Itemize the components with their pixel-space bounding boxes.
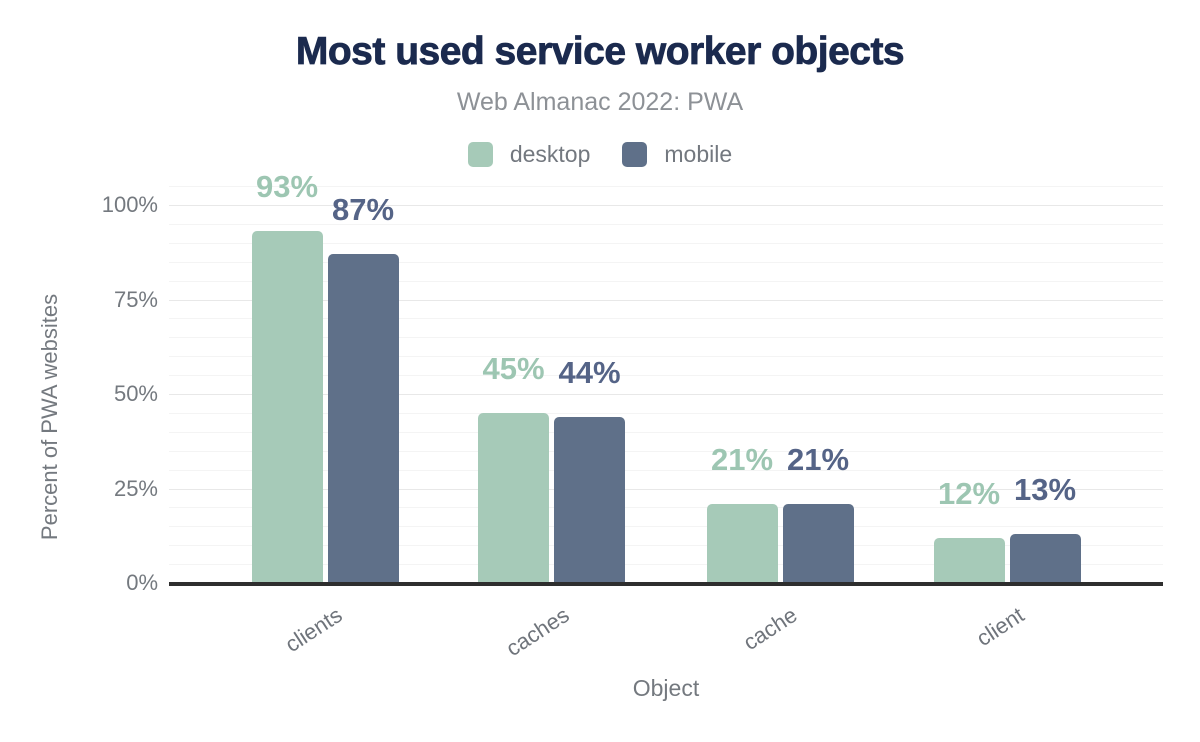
mobile-swatch-icon <box>622 141 648 167</box>
legend-label-desktop: desktop <box>509 140 591 167</box>
minor-gridline <box>169 318 1163 319</box>
value-label-mobile-client: 13% <box>1013 472 1077 507</box>
minor-gridline <box>169 526 1163 527</box>
y-tick-label: 0% <box>126 570 158 595</box>
x-axis-title: Object <box>632 675 700 701</box>
bar-mobile-client <box>1009 533 1081 583</box>
y-tick-label: 50% <box>113 381 158 406</box>
value-label-desktop-cache: 21% <box>710 442 774 477</box>
minor-gridline <box>169 413 1163 414</box>
x-axis-line <box>169 582 1163 586</box>
minor-gridline <box>169 281 1163 282</box>
major-gridline <box>169 300 1163 301</box>
bar-desktop-clients <box>251 231 323 583</box>
bar-mobile-cache <box>782 503 854 583</box>
minor-gridline <box>169 243 1163 244</box>
bar-desktop-caches <box>478 412 549 583</box>
chart-subtitle: Web Almanac 2022: PWA <box>456 88 744 116</box>
minor-gridline <box>169 432 1163 433</box>
legend: desktop mobile <box>0 139 1200 169</box>
minor-gridline <box>169 451 1163 452</box>
minor-gridline <box>169 337 1163 338</box>
chart-title: Most used service worker objects <box>295 30 905 74</box>
minor-gridline <box>169 262 1163 263</box>
minor-gridline <box>169 545 1163 546</box>
legend-label-mobile: mobile <box>664 140 733 167</box>
desktop-swatch-icon <box>467 141 493 167</box>
value-label-desktop-caches: 45% <box>482 351 545 386</box>
value-label-desktop-clients: 93% <box>255 169 319 204</box>
y-tick-label: 25% <box>113 476 158 501</box>
major-gridline <box>169 205 1163 206</box>
minor-gridline <box>169 375 1163 376</box>
bar-mobile-caches <box>554 416 625 583</box>
minor-gridline <box>169 564 1163 565</box>
value-label-mobile-cache: 21% <box>786 442 850 477</box>
legend-item-desktop: desktop <box>467 140 591 168</box>
major-gridline <box>169 489 1163 490</box>
value-label-mobile-caches: 44% <box>558 355 621 390</box>
y-tick-label: 100% <box>101 192 158 217</box>
legend-item-mobile: mobile <box>622 141 732 168</box>
minor-gridline <box>169 507 1163 508</box>
value-label-desktop-client: 12% <box>937 476 1001 511</box>
bar-mobile-clients <box>327 254 399 583</box>
minor-gridline <box>169 356 1163 357</box>
major-gridline <box>169 394 1163 395</box>
minor-gridline <box>169 224 1163 225</box>
minor-gridline <box>169 470 1163 471</box>
value-label-mobile-clients: 87% <box>331 192 395 227</box>
minor-gridline <box>169 186 1163 187</box>
y-tick-label: 75% <box>113 287 158 312</box>
bar-desktop-cache <box>706 503 778 583</box>
bar-desktop-client <box>933 537 1005 583</box>
